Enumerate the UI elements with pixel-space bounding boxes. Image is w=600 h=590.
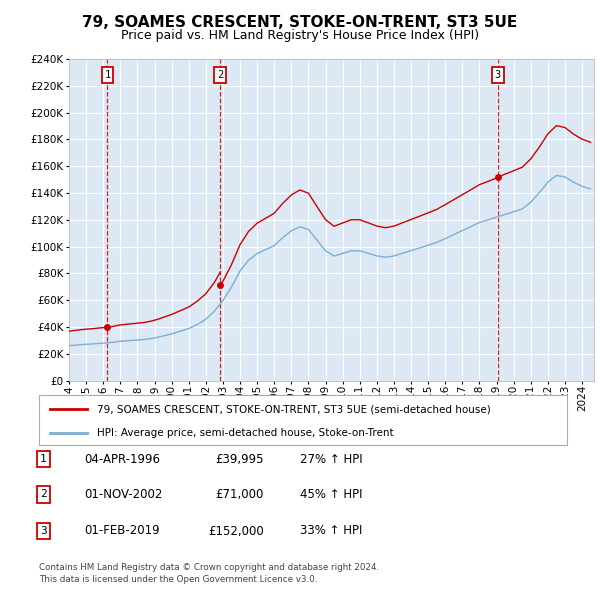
- Text: £71,000: £71,000: [215, 488, 264, 501]
- Text: 04-APR-1996: 04-APR-1996: [84, 453, 160, 466]
- Text: 1: 1: [104, 70, 110, 80]
- Text: HPI: Average price, semi-detached house, Stoke-on-Trent: HPI: Average price, semi-detached house,…: [97, 428, 394, 438]
- Text: 2: 2: [40, 490, 47, 499]
- Text: 27% ↑ HPI: 27% ↑ HPI: [300, 453, 362, 466]
- Text: 3: 3: [495, 70, 501, 80]
- Text: 3: 3: [40, 526, 47, 536]
- Text: 2: 2: [217, 70, 223, 80]
- Text: £39,995: £39,995: [215, 453, 264, 466]
- Text: 01-FEB-2019: 01-FEB-2019: [84, 525, 160, 537]
- FancyBboxPatch shape: [39, 395, 567, 445]
- Text: £152,000: £152,000: [208, 525, 264, 537]
- Text: 79, SOAMES CRESCENT, STOKE-ON-TRENT, ST3 5UE (semi-detached house): 79, SOAMES CRESCENT, STOKE-ON-TRENT, ST3…: [97, 404, 491, 414]
- Text: 1: 1: [40, 454, 47, 464]
- Text: This data is licensed under the Open Government Licence v3.0.: This data is licensed under the Open Gov…: [39, 575, 317, 584]
- Text: 01-NOV-2002: 01-NOV-2002: [84, 488, 163, 501]
- Text: Price paid vs. HM Land Registry's House Price Index (HPI): Price paid vs. HM Land Registry's House …: [121, 30, 479, 42]
- Text: Contains HM Land Registry data © Crown copyright and database right 2024.: Contains HM Land Registry data © Crown c…: [39, 563, 379, 572]
- Text: 45% ↑ HPI: 45% ↑ HPI: [300, 488, 362, 501]
- Text: 33% ↑ HPI: 33% ↑ HPI: [300, 525, 362, 537]
- Text: 79, SOAMES CRESCENT, STOKE-ON-TRENT, ST3 5UE: 79, SOAMES CRESCENT, STOKE-ON-TRENT, ST3…: [82, 15, 518, 30]
